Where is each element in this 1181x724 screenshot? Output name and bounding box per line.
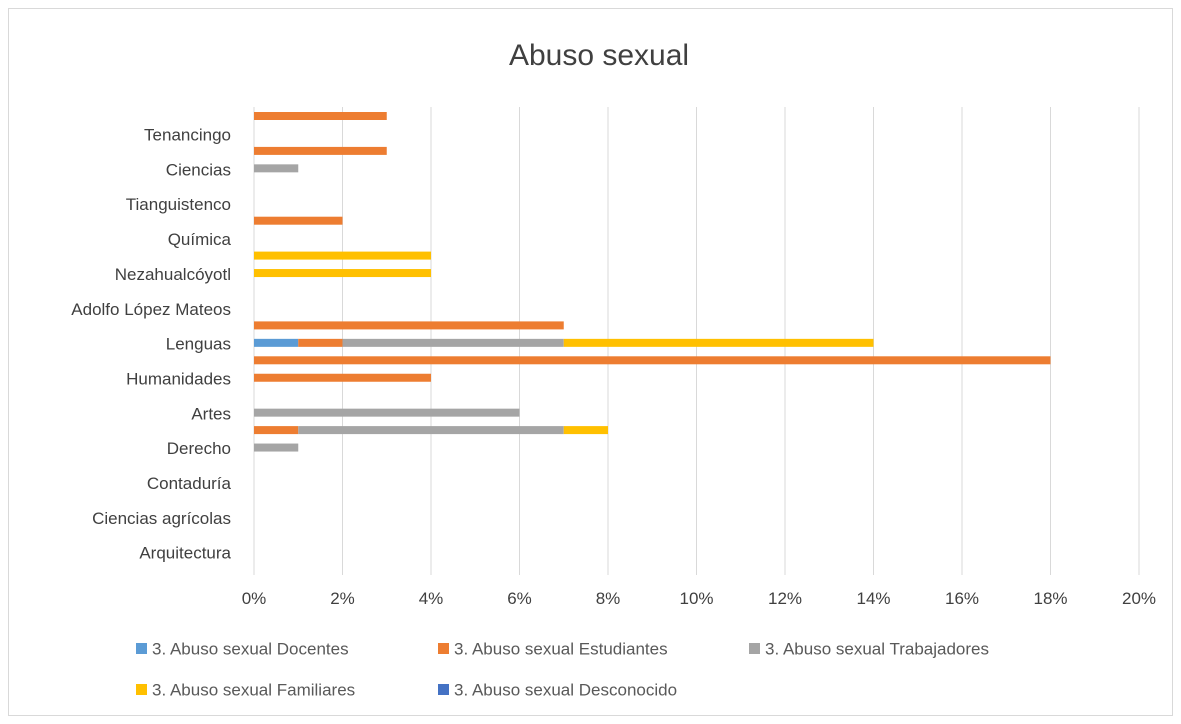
x-tick-label: 2% <box>330 589 355 608</box>
bar-segment <box>298 426 564 435</box>
category-label: Tenancingo <box>144 126 231 145</box>
x-tick-label: 20% <box>1122 589 1156 608</box>
x-tick-label: 18% <box>1033 589 1067 608</box>
bar-segment <box>254 426 299 435</box>
legend: 3. Abuso sexual Docentes 3. Abuso sexual … <box>136 640 989 700</box>
bar-segment <box>298 338 343 347</box>
x-tick-label: 10% <box>679 589 713 608</box>
bar-segment <box>254 164 299 173</box>
category-label: Arquitectura <box>139 544 231 563</box>
bar-segment <box>254 216 343 225</box>
bar-segment <box>254 338 299 347</box>
category-label: Lenguas <box>166 335 231 354</box>
category-label: Humanidades <box>126 369 231 388</box>
category-label: Artes <box>191 404 231 423</box>
x-tick-label: 4% <box>419 589 444 608</box>
chart-frame: Abuso sexual Tenancingo Ciencias Tianguist… <box>8 8 1173 716</box>
legend-swatch <box>749 643 760 654</box>
bar-segment <box>254 112 387 120</box>
legend-label: 3. Abuso sexual Desconocido <box>454 681 677 700</box>
bar-segment <box>254 373 431 382</box>
bar-segment <box>563 338 874 347</box>
bars <box>254 112 1051 452</box>
bar-segment <box>254 146 387 155</box>
x-tick-label: 16% <box>945 589 979 608</box>
category-label: Derecho <box>167 439 231 458</box>
category-label: Tianguistenco <box>126 195 231 214</box>
legend-swatch <box>136 643 147 654</box>
bar-segment <box>254 443 299 452</box>
category-label: Química <box>168 230 232 249</box>
x-tick-label: 6% <box>507 589 532 608</box>
legend-swatch <box>438 643 449 654</box>
legend-label: 3. Abuso sexual Trabajadores <box>765 640 989 659</box>
bar-chart: Abuso sexual Tenancingo Ciencias Tianguist… <box>71 39 1156 700</box>
category-label: Ciencias <box>166 160 231 179</box>
category-label: Contaduría <box>147 474 232 493</box>
bar-segment <box>254 408 520 417</box>
category-label: Ciencias agrícolas <box>92 509 231 528</box>
bar-segment <box>254 321 564 330</box>
x-tick-label: 14% <box>856 589 890 608</box>
bar-segment <box>563 426 608 435</box>
legend-label: 3. Abuso sexual Docentes <box>152 640 349 659</box>
legend-label: 3. Abuso sexual Estudiantes <box>454 640 668 659</box>
legend-swatch <box>438 684 449 695</box>
bar-segment <box>254 356 1051 365</box>
legend-swatch <box>136 684 147 695</box>
x-axis-ticks: 0% 2% 4% 6% 8% 10% 12% 14% 16% 18% 20% <box>242 589 1156 608</box>
bar-segment <box>254 251 431 260</box>
x-tick-label: 8% <box>596 589 621 608</box>
x-tick-label: 12% <box>768 589 802 608</box>
category-labels: Tenancingo Ciencias Tianguistenco Química Ne… <box>71 126 231 563</box>
bar-segment <box>342 338 564 347</box>
bar-segment <box>254 269 431 278</box>
chart-title: Abuso sexual <box>509 39 689 72</box>
x-tick-label: 0% <box>242 589 267 608</box>
legend-label: 3. Abuso sexual Familiares <box>152 681 355 700</box>
category-label: Adolfo López Mateos <box>71 300 231 319</box>
category-label: Nezahualcóyotl <box>115 265 231 284</box>
